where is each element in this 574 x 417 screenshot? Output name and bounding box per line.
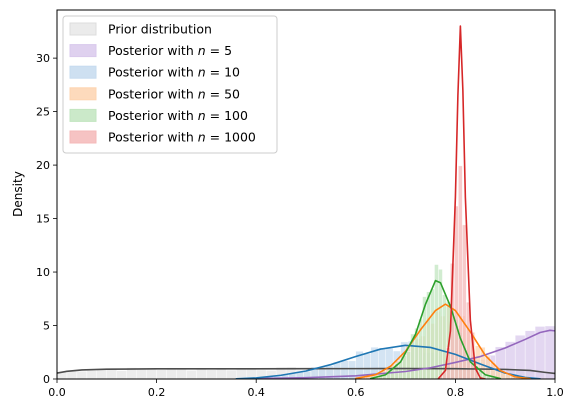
hist-bar — [206, 370, 216, 379]
y-axis: 0 5 10 15 20 25 30 — [36, 52, 57, 386]
hist-bar — [177, 368, 187, 379]
hist-bar — [399, 362, 403, 379]
y-tick-label: 20 — [36, 159, 50, 172]
legend-swatch — [70, 45, 96, 57]
x-tick-label: 0.4 — [247, 386, 265, 399]
hist-bar — [117, 371, 127, 379]
x-tick-label: 0.8 — [447, 386, 465, 399]
legend-swatch — [70, 109, 96, 121]
legend: Prior distribution Posterior with n = 5 Po… — [63, 16, 277, 153]
hist-bar — [454, 206, 458, 379]
hist-bar — [196, 369, 206, 379]
y-tick-label: 30 — [36, 52, 50, 65]
hist-bar — [97, 370, 107, 379]
x-axis: 0.0 0.2 0.4 0.6 0.8 1.0 — [48, 379, 564, 399]
hist-bar — [107, 369, 117, 379]
x-tick-label: 0.2 — [148, 386, 166, 399]
hist-bar — [431, 289, 435, 379]
legend-label: Posterior with n = 100 — [108, 108, 248, 123]
hist-bar — [87, 370, 97, 379]
hist-bar — [186, 370, 196, 379]
hist-bar — [226, 370, 236, 379]
legend-label: Posterior with n = 10 — [108, 65, 240, 80]
x-tick-label: 0.6 — [347, 386, 365, 399]
y-tick-label: 15 — [36, 213, 50, 226]
x-tick-label: 0.0 — [48, 386, 66, 399]
hist-bar — [137, 369, 147, 379]
y-tick-label: 0 — [43, 373, 50, 386]
legend-swatch — [70, 131, 96, 143]
hist-bar — [147, 369, 157, 379]
legend-swatch — [70, 66, 96, 78]
y-tick-label: 25 — [36, 106, 50, 119]
legend-swatch — [70, 88, 96, 100]
y-tick-label: 5 — [43, 320, 50, 333]
legend-label: Prior distribution — [108, 22, 212, 37]
legend-label: Posterior with n = 1000 — [108, 130, 256, 145]
legend-label: Posterior with n = 50 — [108, 86, 240, 101]
hist-bar — [236, 369, 246, 379]
hist-bar — [77, 371, 87, 379]
hist-bar — [157, 370, 167, 379]
y-axis-label: Density — [11, 171, 25, 217]
hist-bar — [216, 368, 226, 379]
legend-swatch — [70, 23, 96, 35]
hist-bar — [545, 326, 555, 379]
hist-bar — [458, 166, 462, 379]
hist-bar — [462, 225, 466, 379]
hist-bar — [427, 292, 431, 379]
legend-label: Posterior with n = 5 — [108, 43, 232, 58]
x-tick-label: 1.0 — [546, 386, 564, 399]
y-tick-label: 10 — [36, 266, 50, 279]
hist-bar — [407, 351, 411, 379]
